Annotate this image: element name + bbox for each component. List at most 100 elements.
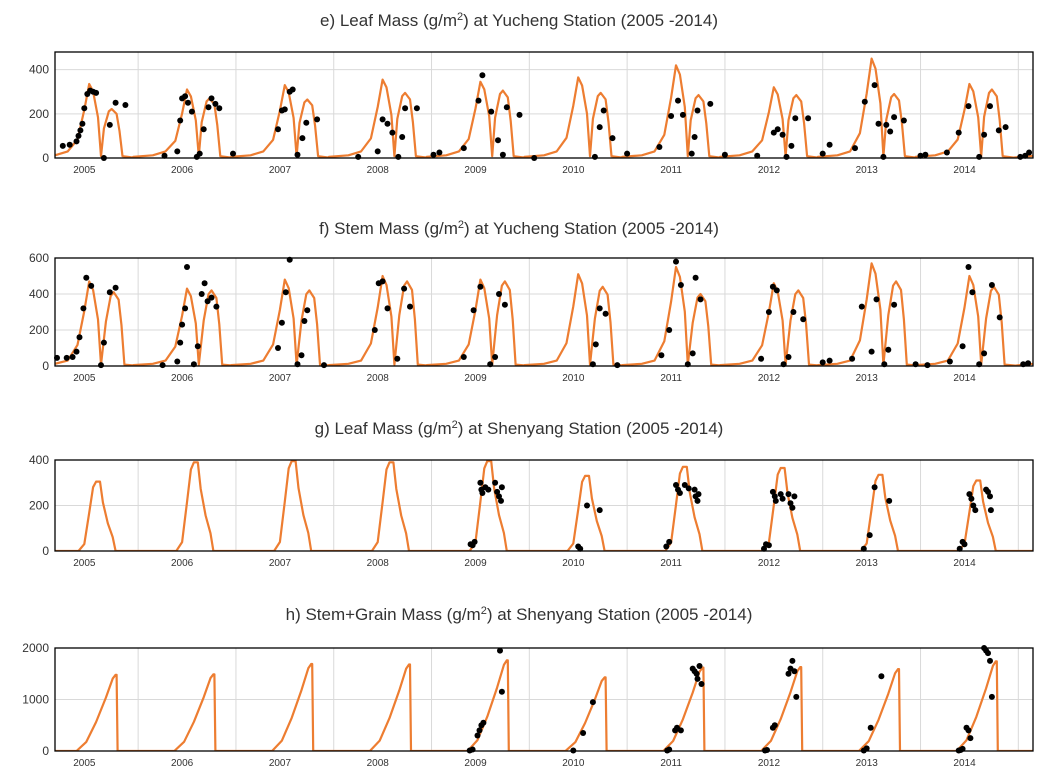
observation-point <box>498 497 504 504</box>
x-tick-label: 2014 <box>953 373 976 384</box>
observation-point <box>785 491 792 498</box>
observation-point <box>996 314 1003 321</box>
observation-point <box>177 339 184 346</box>
observation-point <box>765 542 772 549</box>
observation-point <box>967 735 974 742</box>
observation-point <box>205 104 212 111</box>
observation-point <box>696 663 703 669</box>
x-tick-label: 2009 <box>464 373 487 384</box>
observation-point <box>88 282 95 289</box>
observation-point <box>779 495 786 502</box>
observation-point <box>793 693 800 700</box>
y-tick-label: 400 <box>29 63 49 77</box>
x-tick-label: 2014 <box>953 758 976 769</box>
observation-point <box>987 103 993 110</box>
observation-point <box>987 657 993 664</box>
plot-frame <box>54 647 1034 752</box>
observation-point <box>395 153 402 160</box>
observation-point <box>81 105 88 112</box>
observation-point <box>956 545 963 552</box>
observation-point <box>761 545 767 552</box>
observation-point <box>673 258 679 265</box>
observation-point <box>122 102 129 108</box>
observation-point <box>106 121 113 128</box>
observation-point <box>769 283 776 290</box>
observation-point <box>666 327 673 333</box>
x-tick-label: 2011 <box>660 373 682 384</box>
observation-point <box>185 99 191 106</box>
observation-point <box>474 732 481 739</box>
observation-point <box>499 151 506 158</box>
title-superscript: 2 <box>457 11 463 23</box>
observation-point <box>976 153 983 160</box>
observation-point <box>80 305 87 312</box>
observation-point <box>480 719 487 726</box>
observation-point <box>182 93 189 100</box>
observation-point <box>789 504 796 511</box>
observation-point <box>887 128 894 135</box>
observation-point <box>73 138 80 145</box>
y-tick-label: 1000 <box>22 693 49 707</box>
observation-point <box>861 98 868 105</box>
x-tick-label: 2007 <box>269 373 292 384</box>
observation-point <box>496 493 502 500</box>
observation-point <box>873 296 880 303</box>
observation-point <box>401 285 408 292</box>
observation-point <box>707 100 714 107</box>
observation-point <box>161 152 168 159</box>
observation-point <box>805 115 812 122</box>
observation-point <box>886 497 893 504</box>
observation-point <box>430 151 437 158</box>
observation-point <box>663 543 670 550</box>
observation-point <box>389 129 396 136</box>
chart-title: f) Stem Mass (g/m2) at Yucheng Station (… <box>319 219 719 238</box>
observation-point <box>987 493 993 500</box>
observation-point <box>503 104 510 111</box>
title-text: f) Stem Mass (g/m <box>319 219 458 238</box>
observation-point <box>691 486 698 493</box>
title-superscript: 2 <box>452 419 458 431</box>
x-tick-label: 2006 <box>171 373 194 384</box>
observation-point <box>589 699 596 706</box>
observation-point <box>883 121 890 128</box>
model-line <box>55 659 1033 751</box>
x-tick-label: 2007 <box>269 758 292 769</box>
observation-point <box>497 647 503 654</box>
observation-point <box>477 283 484 290</box>
observation-point <box>76 334 83 341</box>
title-text: ) at Yucheng Station (2005 -2014) <box>464 219 719 238</box>
title-text: ) at Shenyang Station (2005 -2014) <box>487 605 753 624</box>
observation-point <box>371 327 378 333</box>
observation-point <box>59 142 66 149</box>
x-tick-label: 2010 <box>562 758 585 769</box>
observation-point <box>658 352 665 359</box>
x-tick-label: 2008 <box>367 758 390 769</box>
observation-point <box>624 150 631 157</box>
observation-point <box>970 502 977 509</box>
x-tick-label: 2006 <box>171 558 194 569</box>
observation-point <box>800 316 807 323</box>
x-tick-label: 2014 <box>953 558 976 569</box>
observation-point <box>924 362 931 369</box>
chart-panel: h) Stem+Grain Mass (g/m2) at Shenyang St… <box>22 605 1034 769</box>
y-tick-label: 0 <box>42 151 49 165</box>
observation-point <box>985 650 991 657</box>
observation-point <box>476 727 483 734</box>
observation-point <box>475 97 482 104</box>
observation-point <box>685 485 692 492</box>
observation-point <box>946 358 953 365</box>
observation-point <box>212 100 219 107</box>
observation-point <box>771 493 778 500</box>
observation-point <box>577 545 584 552</box>
y-tick-label: 200 <box>29 323 49 337</box>
observation-point <box>275 126 281 133</box>
observation-point <box>216 105 223 112</box>
title-superscript: 2 <box>458 219 464 231</box>
observation-point <box>294 151 301 158</box>
observation-point <box>691 134 698 140</box>
observation-point <box>281 106 288 113</box>
title-text: h) Stem+Grain Mass (g/m <box>286 605 481 624</box>
y-tick-label: 200 <box>29 107 49 121</box>
observation-point <box>399 134 406 140</box>
observation-point <box>871 82 878 89</box>
